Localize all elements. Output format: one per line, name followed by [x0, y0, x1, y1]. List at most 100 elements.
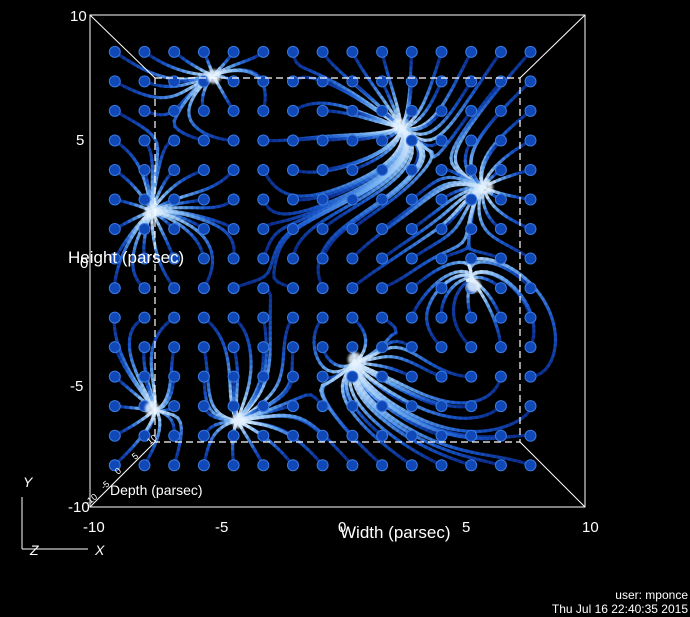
- seed-point: [524, 282, 537, 295]
- seed-point: [316, 164, 329, 176]
- seed-point: [376, 134, 389, 147]
- seed-point: [405, 223, 418, 235]
- seed-point: [376, 164, 389, 176]
- seed-point: [524, 429, 537, 442]
- x-tick-label: 5: [462, 519, 470, 536]
- seed-point: [316, 282, 329, 295]
- seed-point: [287, 104, 299, 117]
- seed-point: [465, 459, 478, 472]
- seed-point: [376, 104, 389, 117]
- seed-point: [405, 134, 418, 147]
- seed-point: [227, 45, 240, 58]
- seed-point: [405, 164, 418, 176]
- seed-point: [465, 223, 478, 235]
- seed-point: [494, 311, 507, 324]
- seed-point: [287, 193, 299, 206]
- seed-point: [257, 75, 270, 88]
- seed-point: [287, 45, 299, 58]
- seed-point: [316, 400, 329, 413]
- y-tick-label: -10: [68, 499, 90, 516]
- axes-triad: Y Z X: [21, 474, 105, 558]
- seed-point: [465, 341, 478, 354]
- seed-point: [138, 193, 151, 206]
- seed-point: [405, 311, 418, 324]
- z-tick-label: 0: [113, 466, 123, 477]
- depth-edge: [89, 14, 156, 79]
- back-face: [154, 77, 521, 443]
- x-tick-label: -10: [83, 519, 105, 536]
- front-face: [89, 14, 586, 508]
- x-tick-label: -5: [215, 519, 228, 536]
- x-tick-label: 0: [338, 519, 346, 536]
- seed-point: [138, 104, 151, 117]
- seed-point: [197, 282, 210, 295]
- seed-point: [197, 164, 210, 176]
- seed-point: [524, 459, 537, 472]
- seed-point: [227, 164, 240, 176]
- seed-point: [138, 75, 151, 88]
- seed-point: [524, 134, 537, 147]
- seed-point: [257, 282, 270, 295]
- seed-point: [465, 134, 478, 147]
- seed-point: [197, 134, 210, 147]
- seed-point: [435, 75, 448, 88]
- seed-point: [287, 311, 299, 324]
- seed-point: [346, 400, 359, 413]
- x-axis-title: Width (parsec): [340, 523, 451, 542]
- seed-point: [405, 370, 418, 383]
- seed-point: [465, 45, 478, 58]
- seed-point: [108, 252, 121, 265]
- seed-point: [257, 164, 270, 176]
- seed-point: [138, 311, 151, 324]
- seed-point: [287, 134, 299, 147]
- seed-point: [316, 252, 329, 265]
- seed-point: [376, 282, 389, 295]
- seed-point: [257, 429, 270, 442]
- seed-point: [197, 104, 210, 117]
- seed-point: [494, 164, 507, 176]
- bounding-box: [89, 14, 586, 508]
- seed-point: [405, 193, 418, 206]
- z-tick-label: 5: [130, 451, 140, 462]
- seed-point: [197, 223, 210, 235]
- seed-point: [287, 370, 299, 383]
- seed-point: [227, 75, 240, 88]
- seed-point: [257, 370, 270, 383]
- user-annotation: user: mponce: [615, 588, 688, 602]
- seed-point: [316, 75, 329, 88]
- seed-point: [287, 75, 299, 88]
- z-tick-label: 10: [145, 432, 159, 446]
- seed-point: [287, 223, 299, 235]
- seed-point: [197, 459, 210, 472]
- seed-point: [316, 459, 329, 472]
- seed-point: [197, 252, 210, 265]
- seed-point: [138, 252, 151, 265]
- seed-point: [108, 193, 121, 206]
- seed-point: [316, 370, 329, 383]
- seed-point: [197, 311, 210, 324]
- seed-point: [108, 282, 121, 295]
- seed-point: [465, 75, 478, 88]
- seed-point: [405, 400, 418, 413]
- seed-point: [405, 429, 418, 442]
- seed-point: [197, 429, 210, 442]
- seed-point: [227, 104, 240, 117]
- seed-point: [108, 429, 121, 442]
- seed-point: [168, 341, 181, 354]
- y-tick-label: 5: [76, 132, 84, 149]
- seed-point: [376, 45, 389, 58]
- seed-point: [435, 223, 448, 235]
- seed-point: [287, 400, 299, 413]
- seed-point: [197, 400, 210, 413]
- seed-point: [435, 282, 448, 295]
- seed-point: [168, 370, 181, 383]
- seed-point: [227, 429, 240, 442]
- seed-point: [316, 104, 329, 117]
- seed-point: [108, 223, 121, 235]
- seed-point: [435, 459, 448, 472]
- seed-point: [524, 193, 537, 206]
- y-axis-title: Height (parsec): [68, 248, 184, 267]
- seed-point: [287, 341, 299, 354]
- seed-point: [494, 370, 507, 383]
- seed-point: [287, 252, 299, 265]
